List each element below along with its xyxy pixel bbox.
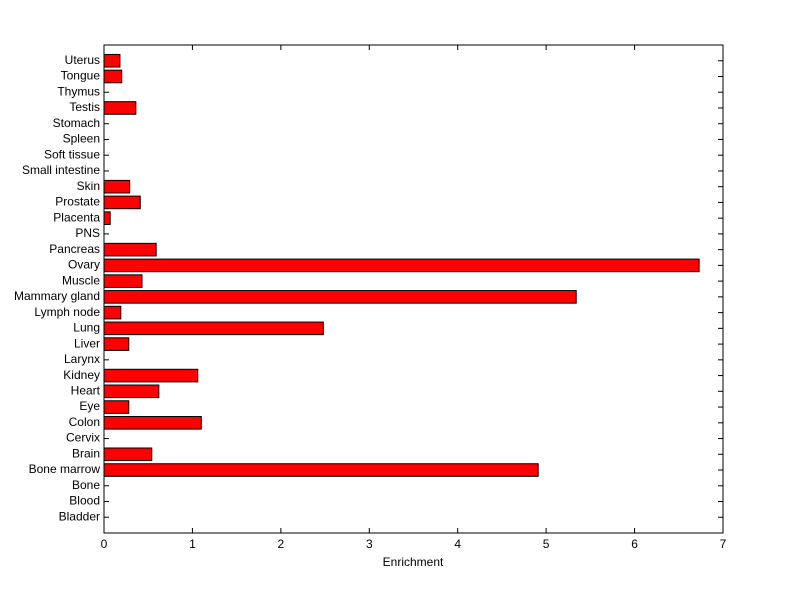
- bar: [103, 290, 577, 304]
- bar: [103, 305, 122, 320]
- bar: [103, 53, 121, 68]
- x-tick-label: 1: [189, 537, 196, 551]
- y-tick-label: Bone: [72, 478, 100, 492]
- bar: [103, 368, 199, 383]
- y-tick-label: Tongue: [61, 69, 101, 83]
- bar: [103, 211, 111, 225]
- y-tick-label: Uterus: [65, 53, 100, 67]
- bar: [103, 179, 131, 194]
- x-tick-label: 3: [366, 537, 373, 551]
- bar: [103, 274, 143, 288]
- y-tick-label: Colon: [69, 415, 100, 429]
- bar: [103, 447, 153, 462]
- y-tick-label: Mammary gland: [14, 289, 100, 303]
- y-tick-label: PNS: [75, 226, 100, 240]
- x-tick-label: 7: [720, 537, 727, 551]
- y-tick-label: Larynx: [64, 352, 100, 366]
- y-tick-label: Pancreas: [49, 242, 100, 256]
- y-tick-label: Skin: [77, 179, 100, 193]
- y-tick-label: Liver: [74, 336, 100, 350]
- x-tick-label: 5: [543, 537, 550, 551]
- x-axis-label: Enrichment: [383, 555, 444, 569]
- y-tick-label: Lung: [73, 321, 100, 335]
- bar: [103, 416, 202, 430]
- y-tick-label: Spleen: [63, 132, 100, 146]
- y-tick-label: Soft tissue: [44, 147, 100, 161]
- bar: [103, 101, 137, 115]
- y-tick-label: Prostate: [55, 195, 100, 209]
- bar: [103, 384, 160, 399]
- y-tick-label: Bladder: [59, 509, 100, 523]
- bar: [103, 337, 130, 351]
- x-tick-label: 2: [278, 537, 285, 551]
- y-tick-label: Brain: [72, 446, 100, 460]
- y-tick-label: Ovary: [68, 258, 100, 272]
- plot-frame: [103, 44, 724, 534]
- y-tick-label: Kidney: [63, 368, 100, 382]
- y-tick-label: Eye: [79, 399, 100, 413]
- y-tick-label: Heart: [71, 383, 101, 397]
- y-tick-label: Testis: [69, 100, 100, 114]
- bar: [103, 463, 539, 477]
- y-tick-label: Lymph node: [34, 305, 100, 319]
- bar: [103, 321, 324, 336]
- y-tick-label: Placenta: [53, 210, 100, 224]
- y-tick-label: Bone marrow: [29, 462, 101, 476]
- y-tick-label: Small intestine: [22, 163, 100, 177]
- bar: [103, 69, 123, 84]
- x-tick-label: 0: [101, 537, 108, 551]
- y-tick-label: Muscle: [62, 273, 100, 287]
- bar: [103, 258, 700, 273]
- x-tick-label: 6: [631, 537, 638, 551]
- y-tick-label: Cervix: [66, 431, 100, 445]
- y-tick-label: Stomach: [53, 116, 100, 130]
- y-tick-label: Blood: [69, 494, 100, 508]
- y-tick-label: Thymus: [57, 84, 100, 98]
- bar: [103, 242, 157, 257]
- bar: [103, 400, 130, 414]
- bar: [103, 195, 141, 210]
- x-tick-label: 4: [454, 537, 461, 551]
